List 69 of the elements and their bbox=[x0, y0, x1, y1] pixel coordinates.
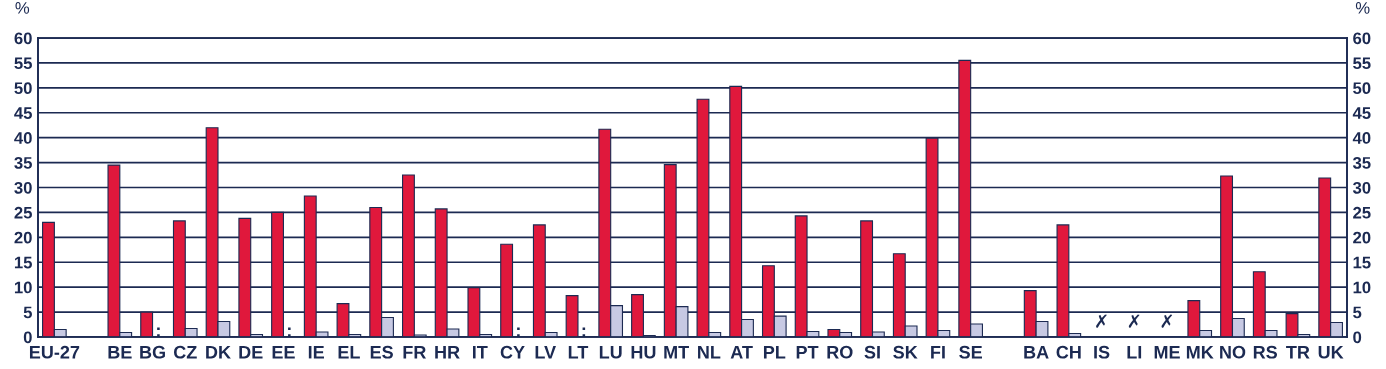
y-tick-label: 40 bbox=[14, 132, 32, 144]
x-tick-label: DK bbox=[206, 346, 231, 359]
y-tick-label: 30 bbox=[14, 181, 32, 194]
x-tick-label: PT bbox=[796, 346, 819, 359]
x-tick-label: IS bbox=[1094, 345, 1110, 359]
x-tick-label: CY bbox=[500, 345, 525, 359]
x-tick-label: PL bbox=[763, 346, 786, 359]
x-tick-label: LT bbox=[568, 346, 589, 359]
x-tick-label: ME bbox=[1154, 346, 1180, 359]
x-tick-label: FR bbox=[403, 346, 426, 359]
x-tick-label: UK bbox=[1318, 346, 1344, 359]
y2-axis-title: % bbox=[1355, 2, 1370, 14]
y-tick-label: 35 bbox=[14, 156, 32, 169]
y-tick-label: 5 bbox=[23, 306, 32, 319]
x-tick-label: SE bbox=[959, 345, 982, 359]
x-tick-label: HU bbox=[631, 346, 656, 359]
annotation: ✗ bbox=[1096, 314, 1107, 328]
x-tick-label: SK bbox=[893, 345, 918, 359]
x-tick-label: HR bbox=[435, 346, 460, 359]
x-tick-label: ES bbox=[370, 345, 393, 359]
y2-tick-label: 5 bbox=[1353, 306, 1362, 319]
annotation: ✗ bbox=[1161, 314, 1173, 328]
x-tick-label: BA bbox=[1024, 346, 1049, 359]
y2-tick-label: 20 bbox=[1353, 231, 1371, 244]
y2-tick-label: 45 bbox=[1352, 107, 1371, 119]
y2-tick-label: 60 bbox=[1353, 32, 1371, 45]
y-tick-label: 45 bbox=[14, 107, 32, 119]
y-tick-label: 15 bbox=[14, 256, 32, 269]
x-tick-label: EE bbox=[272, 346, 295, 359]
y2-tick-label: 15 bbox=[1353, 256, 1371, 269]
x-tick-label: NL bbox=[698, 346, 721, 359]
x-tick-label: IT bbox=[472, 346, 488, 359]
x-tick-label: CZ bbox=[173, 345, 197, 359]
y-tick-label: 60 bbox=[14, 32, 32, 45]
x-tick-label: LV bbox=[535, 346, 556, 359]
x-tick-label: NO bbox=[1220, 345, 1246, 359]
y2-tick-label: 25 bbox=[1353, 206, 1371, 219]
x-tick-label: BG bbox=[140, 345, 165, 359]
y2-tick-label: 55 bbox=[1353, 57, 1371, 70]
x-tick-label: CH bbox=[1056, 345, 1081, 359]
x-tick-label: RS bbox=[1253, 345, 1278, 359]
x-tick-label: BE bbox=[108, 346, 132, 359]
y2-tick-label: 30 bbox=[1352, 181, 1371, 194]
annotation: ✗ bbox=[1128, 314, 1140, 328]
x-tick-label: AT bbox=[730, 346, 753, 359]
x-tick-label: IE bbox=[308, 346, 324, 359]
x-tick-label: SI bbox=[864, 345, 880, 359]
y-tick-label: 10 bbox=[14, 281, 32, 294]
y2-tick-label: 10 bbox=[1353, 281, 1371, 294]
x-tick-label: DE bbox=[239, 346, 263, 359]
x-tick-label: MK bbox=[1186, 346, 1214, 359]
y-tick-label: 0 bbox=[23, 331, 32, 344]
x-tick-label: TR bbox=[1286, 346, 1310, 359]
x-tick-label: FI bbox=[931, 346, 945, 359]
y-tick-label: 55 bbox=[14, 57, 32, 70]
x-tick-label: RO bbox=[827, 345, 853, 359]
x-tick-label: LI bbox=[1127, 346, 1142, 359]
x-tick-label: EL bbox=[338, 346, 360, 359]
y2-tick-label: 0 bbox=[1353, 331, 1362, 344]
y-tick-label: 50 bbox=[14, 82, 32, 95]
y2-tick-label: 40 bbox=[1352, 132, 1371, 144]
x-tick-label: LU bbox=[599, 346, 622, 359]
x-tick-label: MT bbox=[664, 346, 689, 359]
y2-tick-label: 50 bbox=[1353, 82, 1371, 95]
x-tick-label: EU-27 bbox=[29, 345, 80, 359]
y-tick-label: 20 bbox=[14, 231, 32, 244]
y2-tick-label: 35 bbox=[1352, 156, 1371, 169]
y-tick-label: 25 bbox=[14, 206, 32, 219]
y-axis-title: % bbox=[15, 2, 30, 14]
